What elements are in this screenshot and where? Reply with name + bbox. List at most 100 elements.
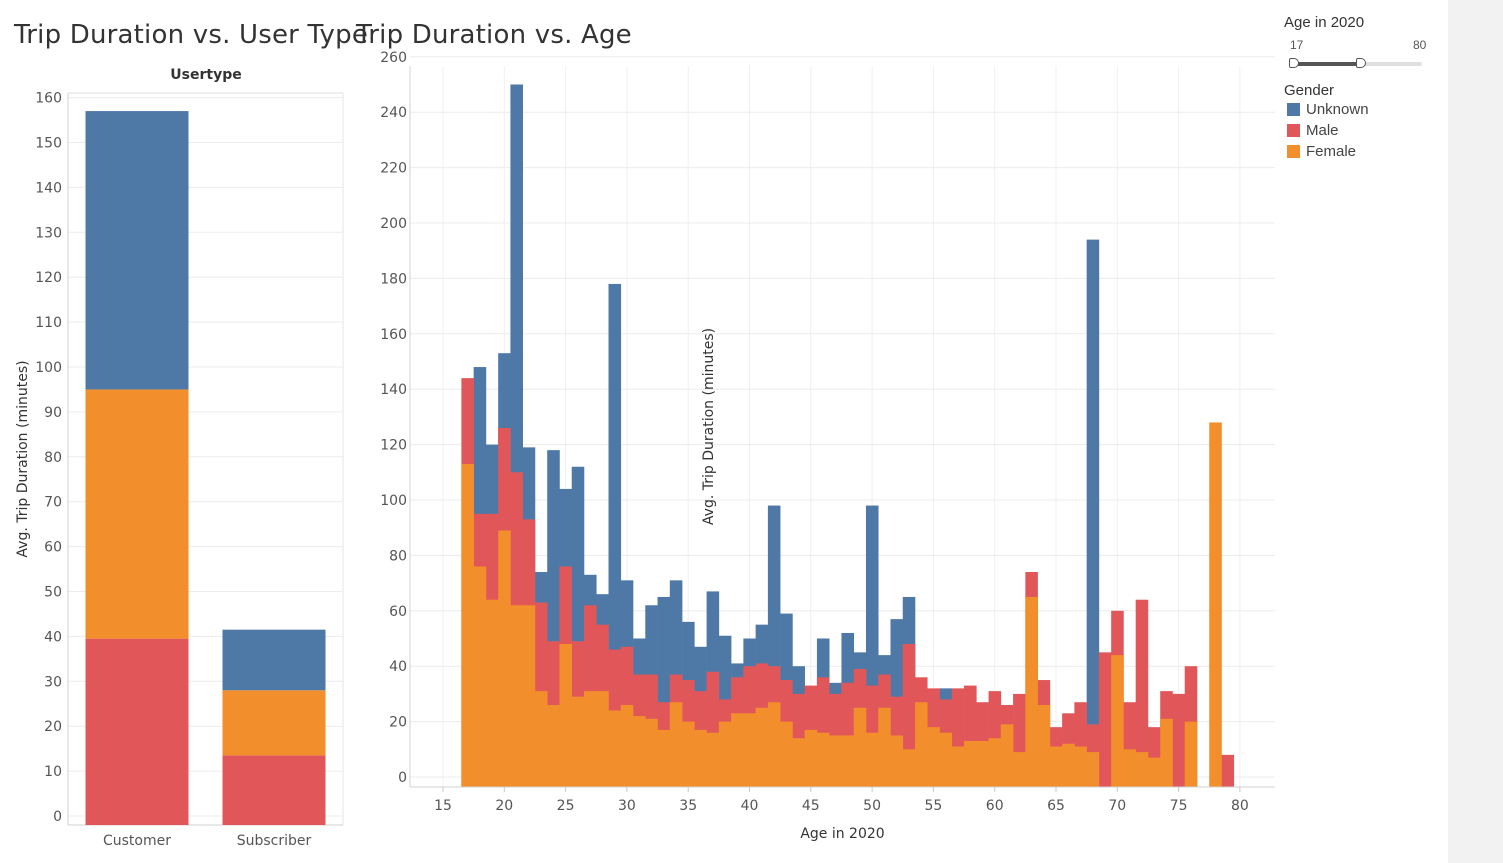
column-header: Usertype — [170, 67, 241, 83]
y-tick-label: 160 — [35, 91, 62, 107]
y-tick-label: 140 — [380, 382, 407, 398]
y-tick-label: 260 — [380, 50, 407, 66]
y-tick-label: 20 — [44, 719, 62, 735]
y-tick-label: 100 — [35, 360, 62, 376]
x-category-label: Subscriber — [237, 833, 312, 849]
bar-age-28-female — [596, 691, 609, 787]
bar-age-68-female — [1086, 752, 1100, 787]
bar-age-73-female — [1147, 757, 1161, 787]
y-tick-label: 100 — [380, 493, 407, 509]
bar-age-54-female — [915, 702, 928, 787]
bar-age-57-female — [951, 746, 965, 787]
y-tick-label: 130 — [35, 225, 62, 241]
x-tick-label: 50 — [863, 798, 881, 814]
y-tick-label: 10 — [44, 764, 62, 780]
x-tick-label: 15 — [434, 798, 452, 814]
bar-age-53-female — [902, 749, 916, 787]
age-filter-min-label: 17 — [1290, 38, 1304, 52]
bar-subscriber-unknown — [222, 629, 326, 691]
bar-age-68-unknown — [1086, 239, 1100, 787]
y-tick-label: 80 — [44, 450, 62, 466]
y-tick-label: 120 — [35, 270, 62, 286]
y-tick-label: 150 — [35, 136, 62, 152]
bar-age-74-female — [1160, 718, 1173, 787]
x-tick-label: 60 — [986, 798, 1004, 814]
bar-age-19-female — [485, 599, 499, 787]
bar-age-30-female — [620, 704, 634, 787]
x-tick-label: 40 — [741, 798, 759, 814]
bar-age-33-female — [657, 729, 671, 787]
bar-age-70-female — [1111, 655, 1124, 787]
y-tick-label: 180 — [380, 271, 407, 287]
y-tick-label: 0 — [53, 809, 62, 825]
legend-swatch — [1287, 145, 1300, 158]
x-tick-label: 65 — [1047, 798, 1065, 814]
bar-age-61-female — [1000, 724, 1014, 787]
age-chart: 0 20 40 60 80 100 120 140 160 180 200 220 240 260 15 20… — [380, 50, 1275, 842]
age-range-slider[interactable] — [1284, 57, 1424, 71]
bar-age-29-female — [608, 710, 622, 787]
x-tick-label: 20 — [495, 798, 513, 814]
bar-age-62-female — [1013, 752, 1026, 787]
x-tick-label: 25 — [557, 798, 575, 814]
x-tick-label: 55 — [924, 798, 942, 814]
bar-age-69-male — [1098, 652, 1112, 787]
bar-age-72-male — [1135, 599, 1149, 787]
bar-age-31-female — [633, 716, 646, 787]
bar-age-42-female — [767, 702, 781, 787]
bar-age-45-female — [804, 729, 818, 787]
bar-age-35-female — [682, 721, 695, 787]
y-tick-label: 0 — [398, 770, 407, 786]
x-tick-label: 45 — [802, 798, 820, 814]
bar-customer-unknown — [85, 111, 189, 390]
bar-age-50-female — [865, 732, 879, 787]
bar-age-58-female — [964, 740, 977, 787]
chart-title-age: Trip Duration vs. Age — [356, 20, 632, 50]
y-tick-label: 20 — [389, 715, 407, 731]
legend-label: Male — [1306, 122, 1339, 139]
bar-customer-female — [85, 389, 189, 639]
legend-item-female[interactable]: Female — [1284, 141, 1444, 162]
chart-title-user-type: Trip Duration vs. User Type — [14, 20, 369, 50]
x-tick-label: 80 — [1231, 798, 1249, 814]
legend-item-male[interactable]: Male — [1284, 120, 1444, 141]
slider-max-handle[interactable] — [1356, 58, 1367, 68]
bar-age-23-female — [534, 691, 548, 787]
bar-age-51-female — [878, 707, 891, 787]
legend-item-unknown[interactable]: Unknown — [1284, 99, 1444, 120]
y-tick-label: 30 — [44, 674, 62, 690]
y-tick-label: 160 — [380, 327, 407, 343]
y-axis-title: Avg. Trip Duration (minutes) — [701, 328, 717, 525]
legend-panel: Age in 2020 17 80 Gender Unknown Male Fema… — [1284, 14, 1444, 162]
slider-min-handle[interactable] — [1289, 58, 1299, 68]
bar-age-39-female — [731, 713, 744, 787]
bar-age-46-female — [816, 732, 830, 787]
bar-age-52-female — [890, 735, 904, 787]
bar-age-49-female — [853, 707, 867, 787]
bar-customer-male — [85, 638, 189, 825]
bar-age-36-female — [694, 729, 707, 787]
bar-age-60-female — [988, 738, 1002, 787]
legend-label: Female — [1306, 143, 1357, 160]
x-tick-label: 35 — [679, 798, 697, 814]
bar-age-67-female — [1074, 746, 1087, 787]
bar-age-40-female — [743, 713, 756, 787]
bar-age-59-female — [976, 740, 989, 787]
y-tick-label: 40 — [389, 659, 407, 675]
bar-age-66-female — [1062, 743, 1075, 787]
bar-age-78-female — [1209, 422, 1222, 787]
bar-age-48-female — [841, 735, 855, 787]
x-tick-label: 30 — [618, 798, 636, 814]
bar-age-26-female — [571, 696, 585, 787]
y-tick-label: 50 — [44, 585, 62, 601]
bar-age-20-female — [498, 530, 511, 787]
gender-legend-list: Unknown Male Female — [1284, 99, 1444, 162]
x-category-label: Customer — [103, 833, 171, 849]
y-tick-label: 220 — [380, 161, 407, 177]
bar-age-76-female — [1184, 721, 1198, 787]
age-filter-max-label: 80 — [1413, 38, 1427, 52]
bar-subscriber-male — [222, 755, 326, 825]
x-tick-label: 70 — [1108, 798, 1126, 814]
bar-age-56-female — [939, 732, 953, 787]
bar-age-41-female — [755, 707, 769, 787]
